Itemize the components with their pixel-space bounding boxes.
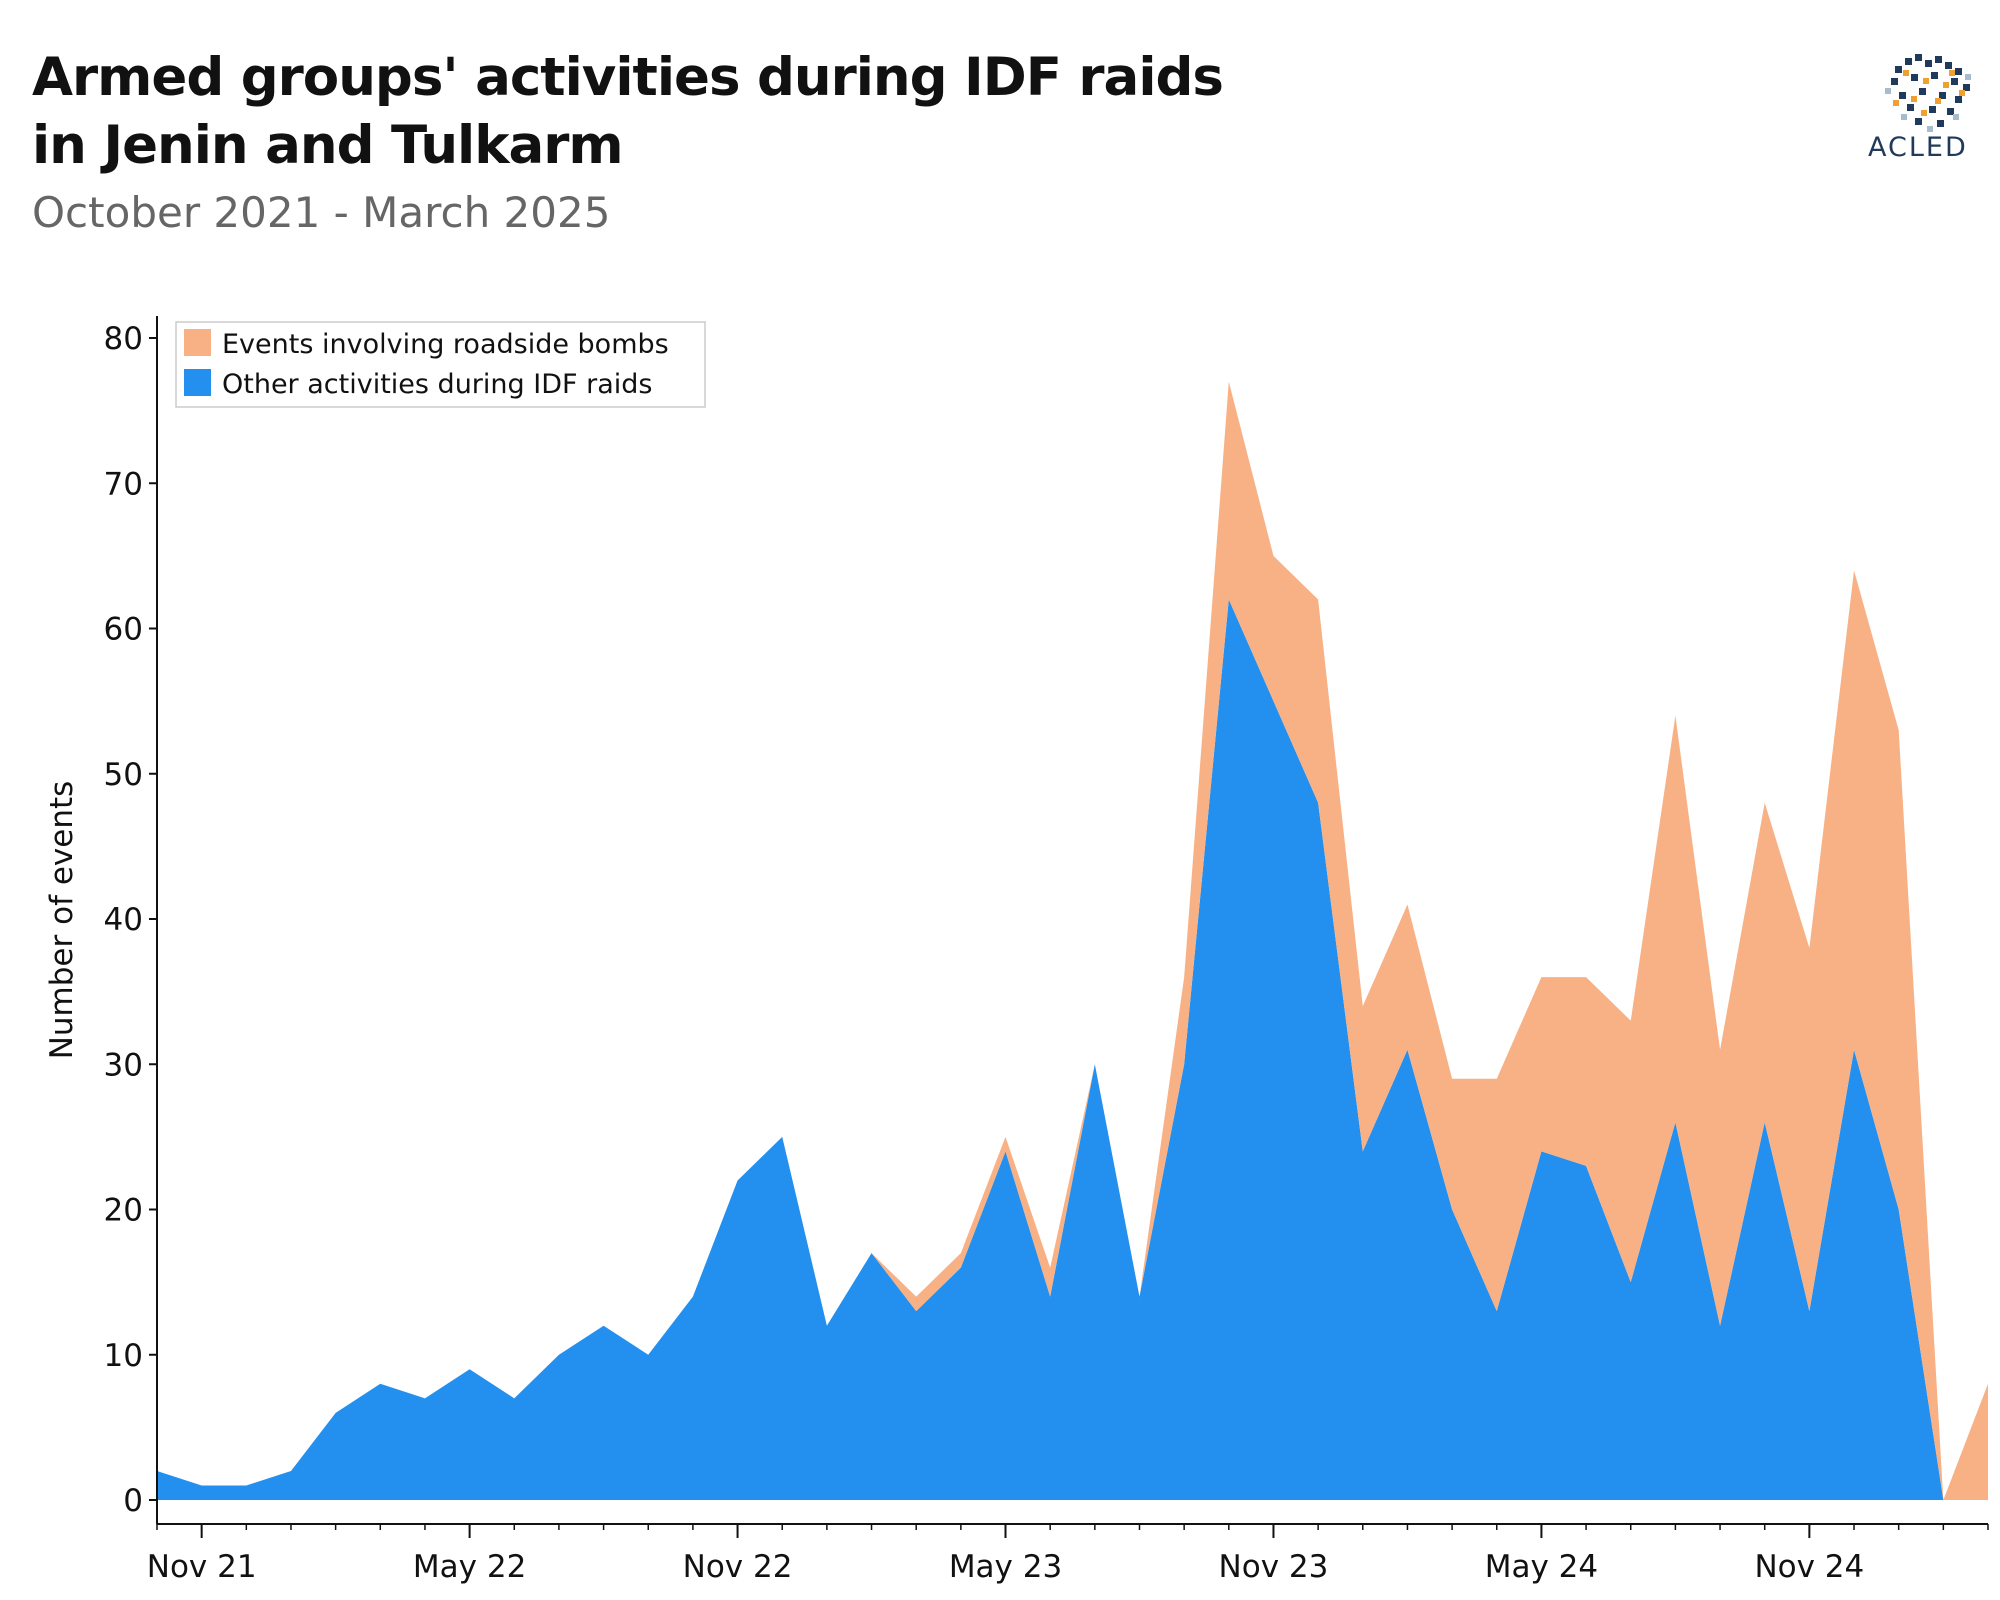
legend: Events involving roadside bombs Other act… xyxy=(175,321,706,408)
y-tick-label: 50 xyxy=(104,757,143,793)
y-tick-label: 20 xyxy=(104,1193,143,1229)
x-tick-label: Nov 24 xyxy=(1754,1549,1864,1585)
legend-box xyxy=(175,321,706,408)
y-tick-label: 10 xyxy=(104,1338,143,1374)
y-tick-label: 40 xyxy=(104,902,143,938)
chart-subtitle: October 2021 - March 2025 xyxy=(32,188,611,237)
legend-swatch xyxy=(184,369,211,396)
acled-logo-text: ACLED xyxy=(1868,132,1968,163)
legend-label: Events involving roadside bombs xyxy=(222,329,669,360)
area-layers xyxy=(157,381,1988,1501)
y-axis-label: Number of events xyxy=(44,781,80,1060)
area-series-1 xyxy=(157,599,1988,1500)
chart-title: Armed groups' activities during IDF raid… xyxy=(32,44,1532,180)
x-tick-label: May 23 xyxy=(949,1549,1062,1585)
y-tick-label: 60 xyxy=(104,612,143,648)
legend-label: Other activities during IDF raids xyxy=(222,369,652,400)
y-tick-label: 70 xyxy=(104,466,143,502)
x-tick-label: Nov 23 xyxy=(1219,1549,1329,1585)
y-tick-label: 80 xyxy=(104,321,143,357)
x-tick-label: May 22 xyxy=(413,1549,526,1585)
x-tick-label: Nov 21 xyxy=(147,1549,257,1585)
x-tick-label: May 24 xyxy=(1485,1549,1598,1585)
x-tick-label: Nov 22 xyxy=(683,1549,793,1585)
legend-swatch xyxy=(184,329,211,356)
acled-globe-icon xyxy=(1885,54,1971,132)
chart-title-line1: Armed groups' activities during IDF raid… xyxy=(32,47,1224,108)
axes: 0 10 20 30 40 50 60 70 80 Nov 21 May 22 Nov 22 May 2… xyxy=(104,316,1989,1585)
y-tick-label: 30 xyxy=(104,1047,143,1083)
y-tick-label: 0 xyxy=(123,1483,143,1519)
chart-title-line2: in Jenin and Tulkarm xyxy=(32,115,624,176)
